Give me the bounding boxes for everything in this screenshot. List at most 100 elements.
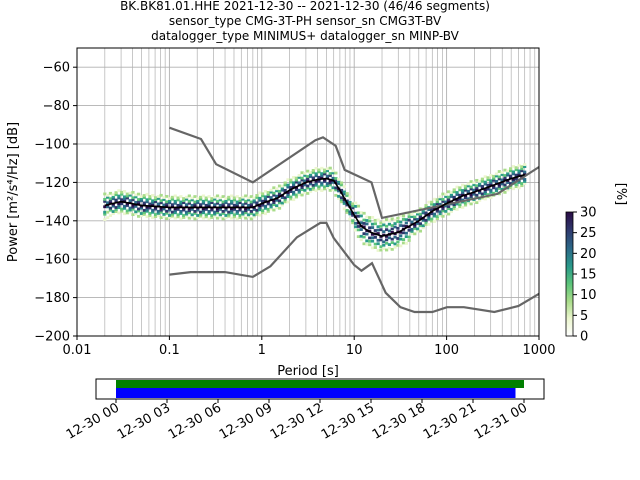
psd-cell <box>286 183 290 187</box>
psd-cell <box>165 217 169 221</box>
psd-cell <box>365 222 369 226</box>
psd-cell <box>359 211 363 214</box>
psd-cell <box>447 212 451 216</box>
psd-cell <box>173 209 177 213</box>
psd-cell <box>221 195 225 198</box>
psd-cell <box>134 200 138 204</box>
psd-cell <box>401 231 406 235</box>
psd-cell <box>196 208 200 212</box>
psd-cell <box>227 214 231 218</box>
psd-cell <box>196 216 200 219</box>
psd-cell <box>275 187 279 191</box>
psd-cell <box>131 207 135 211</box>
psd-cell <box>447 195 451 199</box>
psd-cell <box>306 175 310 178</box>
psd-cell <box>165 200 169 204</box>
psd-cell <box>517 173 521 177</box>
psd-cell <box>249 202 253 206</box>
psd-cell <box>351 219 355 223</box>
psd-cell <box>244 211 248 215</box>
psd-cell <box>500 182 504 186</box>
psd-cell <box>277 206 282 210</box>
psd-cell <box>480 177 485 181</box>
psd-cell <box>283 183 287 187</box>
psd-cell <box>297 190 301 194</box>
psd-cell <box>517 169 521 173</box>
psd-cell <box>193 202 197 206</box>
psd-cell <box>199 195 203 199</box>
psd-cell <box>227 210 231 214</box>
psd-cell <box>478 179 482 183</box>
psd-cell <box>261 199 265 203</box>
psd-cell <box>103 218 107 222</box>
psd-cell <box>486 183 490 187</box>
psd-cell <box>235 200 239 204</box>
psd-cell <box>427 208 431 211</box>
psd-cell <box>514 183 518 186</box>
psd-cell <box>255 210 259 214</box>
psd-cell <box>514 185 518 188</box>
psd-cell <box>393 222 397 225</box>
psd-cell <box>246 207 251 211</box>
psd-cell <box>486 176 490 180</box>
psd-cell <box>111 197 115 201</box>
psd-cell <box>230 209 234 213</box>
psd-cell <box>199 203 203 207</box>
psd-cell <box>151 201 155 205</box>
psd-cell <box>323 185 327 189</box>
psd-cell <box>131 198 135 202</box>
psd-cell <box>478 198 482 202</box>
psd-cell <box>277 199 282 203</box>
psd-cell <box>410 232 414 235</box>
psd-cell <box>489 188 493 192</box>
psd-cell <box>348 195 352 199</box>
psd-cell <box>142 208 146 212</box>
timeline-bar <box>116 388 516 398</box>
psd-cell <box>108 199 113 203</box>
psd-cell <box>497 177 501 181</box>
psd-cell <box>458 203 462 207</box>
psd-cell <box>173 201 177 205</box>
psd-cell <box>438 202 442 206</box>
psd-cell <box>128 193 132 197</box>
psd-cell <box>373 246 377 249</box>
psd-cell <box>122 195 127 199</box>
y-tick-label: −80 <box>43 99 70 114</box>
psd-cell <box>480 192 485 196</box>
psd-cell <box>201 209 206 213</box>
psd-cell <box>120 190 124 194</box>
psd-cell <box>224 201 228 205</box>
psd-cell <box>511 179 516 183</box>
psd-cell <box>230 216 234 220</box>
psd-cell <box>252 213 256 217</box>
psd-cell <box>235 212 239 215</box>
colorbar-tick-label: 10 <box>580 288 597 303</box>
psd-cell <box>424 206 428 209</box>
psd-cell <box>207 217 211 221</box>
psd-cell <box>114 210 118 213</box>
psd-cell <box>401 217 406 221</box>
psd-cell <box>173 207 177 211</box>
psd-cell <box>410 213 414 216</box>
psd-cell <box>337 182 341 185</box>
psd-cell <box>401 214 406 218</box>
psd-cell <box>292 198 296 202</box>
psd-cell <box>179 195 183 198</box>
psd-cell <box>348 212 352 216</box>
psd-cell <box>272 191 276 195</box>
psd-cell <box>427 223 431 226</box>
psd-cell <box>255 194 259 197</box>
psd-cell <box>218 215 222 219</box>
psd-cell <box>117 202 121 205</box>
psd-cell <box>238 199 242 203</box>
psd-cell <box>179 204 183 208</box>
psd-cell <box>137 214 141 218</box>
psd-cell <box>125 209 129 213</box>
psd-cell <box>475 201 479 205</box>
psd-cell <box>342 185 346 188</box>
psd-cell <box>232 196 237 200</box>
psd-cell <box>280 203 284 207</box>
psd-cell <box>447 207 451 211</box>
psd-cell <box>475 184 479 188</box>
